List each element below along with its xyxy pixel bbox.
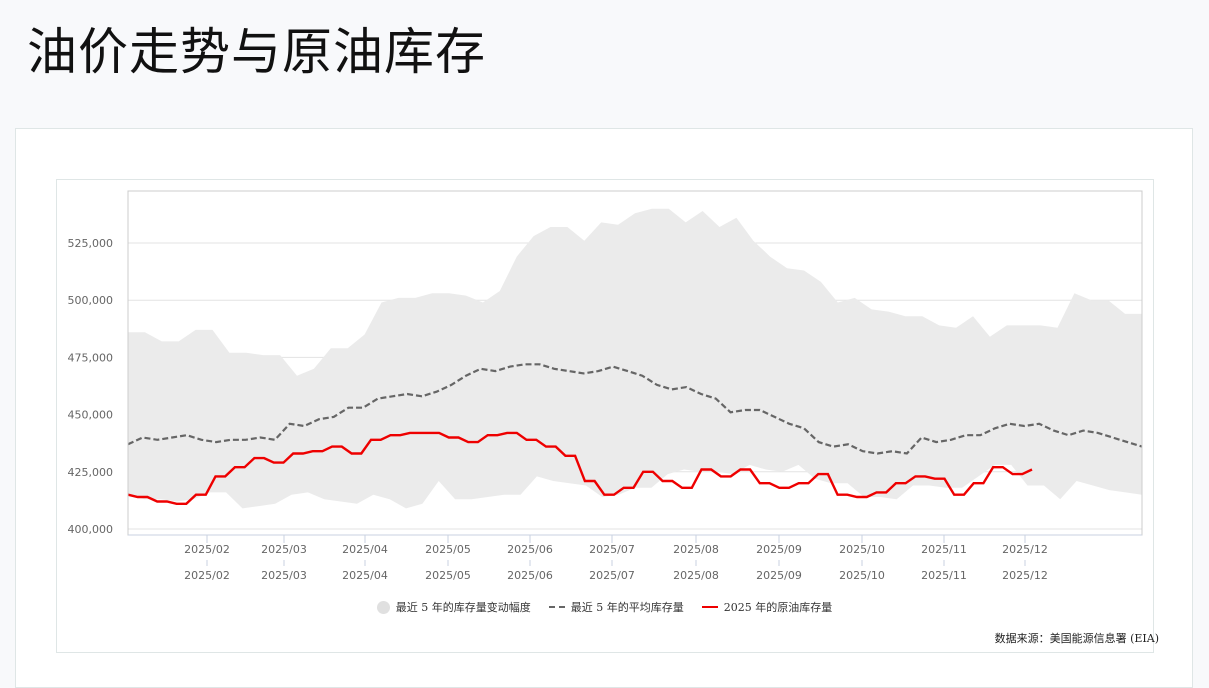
x-tick-label: 2025/12 [1002,543,1048,556]
legend-item-current[interactable]: 2025 年的原油库存量 [701,599,833,615]
x-tick-label: 2025/06 [507,543,553,556]
y-tick-label: 525,000 [68,237,114,250]
x-tick-label: 2025/09 [756,569,802,582]
x-tick-label: 2025/02 [184,543,230,556]
five-year-range-band [128,208,1142,509]
x-tick-label: 2025/04 [342,543,388,556]
x-tick-label: 2025/10 [839,543,885,556]
x-tick-label: 2025/06 [507,569,553,582]
chart-legend: 最近 5 年的库存量变动幅度 最近 5 年的平均库存量 2025 年的原油库存量 [0,598,1209,616]
y-tick-label: 450,000 [68,409,114,422]
x-tick-label: 2025/07 [589,569,635,582]
x-tick-label: 2025/05 [425,543,471,556]
x-tick-label: 2025/02 [184,569,230,582]
legend-label-average: 最近 5 年的平均库存量 [570,601,684,614]
page-gutter [1195,128,1209,665]
inventory-chart: 400,000 425,000 450,000 475,000 500,000 525,0… [68,190,1143,582]
legend-item-average[interactable]: 最近 5 年的平均库存量 [548,599,684,615]
y-tick-label: 425,000 [68,466,114,479]
x-tick-label: 2025/08 [673,569,719,582]
legend-label-range: 最近 5 年的库存量变动幅度 [395,601,531,614]
x-tick-label: 2025/09 [756,543,802,556]
y-tick-label: 475,000 [68,351,114,364]
page-title: 油价走势与原油库存 [27,23,486,81]
x-tick-label: 2025/11 [921,543,967,556]
x-tick-label: 2025/05 [425,569,471,582]
x-tick-label: 2025/03 [261,543,307,556]
x-tick-label: 2025/03 [261,569,307,582]
y-axis-labels: 400,000 425,000 450,000 475,000 500,000 525,0… [68,237,114,536]
x-tick-label: 2025/07 [589,543,635,556]
five-year-average-line [127,363,1143,455]
legend-label-current: 2025 年的原油库存量 [723,601,833,614]
x-axis-labels: 2025/02 2025/02 2025/03 2025/03 2025/04 2025/… [184,543,1048,582]
x-axis-ticks [128,534,1142,566]
x-tick-label: 2025/12 [1002,569,1048,582]
legend-item-range[interactable]: 最近 5 年的库存量变动幅度 [376,599,531,615]
solid-line-icon [701,606,718,608]
data-source-note: 数据来源：美国能源信息署 (EIA) [994,632,1159,645]
x-tick-label: 2025/10 [839,569,885,582]
x-tick-label: 2025/08 [673,543,719,556]
x-tick-label: 2025/11 [921,569,967,582]
x-tick-label: 2025/04 [342,569,388,582]
current-year-inventory-line [127,431,1033,505]
y-tick-label: 400,000 [68,523,114,536]
dashed-line-icon [548,606,565,608]
y-tick-label: 500,000 [68,294,114,307]
circle-swatch-icon [376,600,390,614]
